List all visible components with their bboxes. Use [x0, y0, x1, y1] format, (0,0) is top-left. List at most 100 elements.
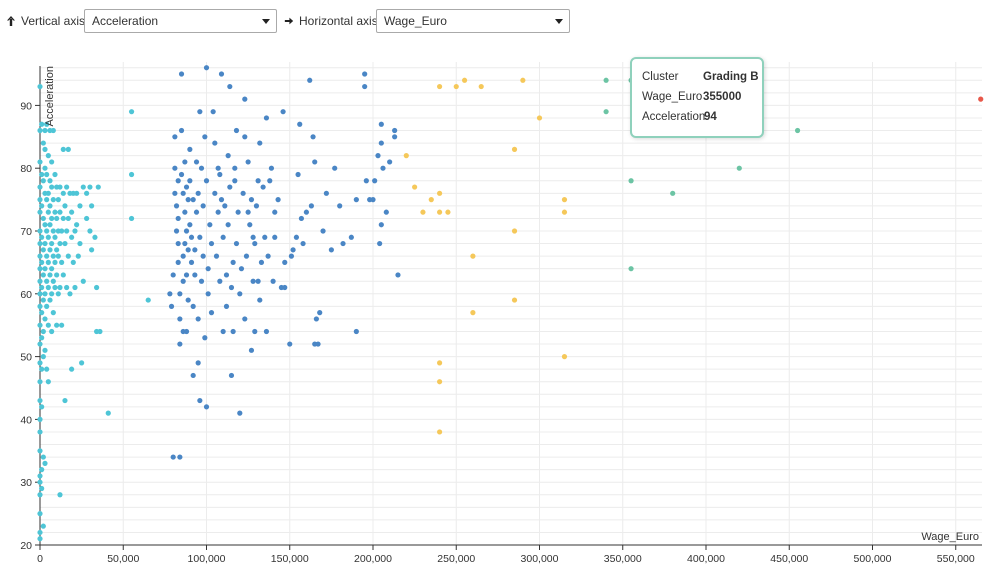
data-point[interactable]: [54, 215, 60, 222]
data-point[interactable]: [180, 278, 186, 284]
data-point[interactable]: [383, 209, 389, 215]
data-point[interactable]: [375, 153, 381, 159]
data-point[interactable]: [89, 247, 95, 253]
data-point[interactable]: [377, 240, 383, 247]
data-point[interactable]: [37, 197, 43, 203]
data-point[interactable]: [49, 291, 55, 297]
data-point[interactable]: [187, 222, 193, 228]
data-point[interactable]: [50, 197, 56, 203]
data-point[interactable]: [218, 71, 225, 77]
data-point[interactable]: [42, 240, 48, 247]
data-point[interactable]: [57, 184, 63, 190]
data-point[interactable]: [437, 83, 443, 90]
data-point[interactable]: [208, 310, 215, 316]
data-point[interactable]: [37, 416, 43, 422]
data-point[interactable]: [520, 77, 526, 83]
data-point[interactable]: [511, 146, 518, 152]
data-point[interactable]: [190, 372, 196, 379]
data-point[interactable]: [49, 184, 55, 190]
data-point[interactable]: [175, 178, 181, 184]
data-point[interactable]: [207, 222, 213, 228]
data-point[interactable]: [87, 184, 93, 190]
data-point[interactable]: [39, 259, 45, 265]
data-point[interactable]: [177, 291, 183, 297]
data-point[interactable]: [208, 240, 215, 247]
data-point[interactable]: [223, 303, 230, 309]
data-point[interactable]: [37, 127, 43, 134]
data-point[interactable]: [253, 203, 260, 209]
data-point[interactable]: [52, 209, 58, 215]
data-point[interactable]: [328, 247, 334, 253]
data-point[interactable]: [212, 190, 218, 196]
data-point[interactable]: [227, 184, 233, 190]
data-point[interactable]: [340, 240, 346, 247]
data-point[interactable]: [378, 140, 384, 146]
data-point[interactable]: [228, 372, 235, 379]
data-point[interactable]: [188, 234, 195, 240]
data-point[interactable]: [128, 171, 135, 178]
data-point[interactable]: [670, 190, 676, 196]
data-point[interactable]: [39, 203, 45, 209]
data-point[interactable]: [177, 341, 183, 347]
data-point[interactable]: [437, 360, 443, 366]
data-point[interactable]: [50, 253, 56, 259]
data-point[interactable]: [263, 115, 270, 121]
data-point[interactable]: [180, 253, 186, 259]
data-point[interactable]: [45, 153, 51, 159]
data-point[interactable]: [312, 159, 318, 165]
data-point[interactable]: [287, 341, 293, 347]
data-point[interactable]: [42, 127, 48, 134]
data-point[interactable]: [403, 153, 409, 159]
data-point[interactable]: [263, 328, 270, 335]
data-point[interactable]: [197, 234, 203, 240]
data-point[interactable]: [252, 328, 258, 335]
data-point[interactable]: [238, 266, 245, 272]
data-point[interactable]: [57, 492, 63, 498]
data-point[interactable]: [89, 203, 95, 209]
data-point[interactable]: [233, 240, 240, 247]
data-point[interactable]: [223, 272, 230, 278]
data-point[interactable]: [49, 159, 55, 165]
data-point[interactable]: [50, 127, 56, 134]
data-point[interactable]: [412, 184, 418, 190]
data-point[interactable]: [198, 165, 205, 171]
data-point[interactable]: [87, 228, 93, 234]
data-point[interactable]: [167, 291, 173, 297]
data-point[interactable]: [170, 272, 176, 278]
data-point[interactable]: [39, 366, 45, 372]
data-point[interactable]: [39, 284, 45, 291]
data-point[interactable]: [197, 109, 203, 115]
data-point[interactable]: [37, 510, 43, 517]
data-point[interactable]: [310, 134, 316, 140]
data-point[interactable]: [437, 209, 443, 215]
data-point[interactable]: [282, 284, 288, 291]
data-point[interactable]: [62, 203, 68, 209]
data-point[interactable]: [736, 165, 742, 171]
data-point[interactable]: [44, 197, 50, 203]
data-point[interactable]: [79, 360, 85, 366]
data-point[interactable]: [37, 291, 43, 297]
data-point[interactable]: [428, 197, 434, 203]
data-point[interactable]: [185, 297, 191, 303]
data-point[interactable]: [536, 115, 543, 121]
data-point[interactable]: [39, 121, 45, 127]
data-point[interactable]: [42, 222, 48, 228]
data-point[interactable]: [298, 215, 305, 222]
data-point[interactable]: [200, 253, 206, 259]
data-point[interactable]: [175, 259, 181, 265]
data-point[interactable]: [193, 209, 200, 215]
data-point[interactable]: [182, 209, 188, 215]
data-point[interactable]: [272, 234, 278, 240]
data-point[interactable]: [44, 278, 50, 284]
data-point[interactable]: [37, 536, 43, 542]
data-point[interactable]: [242, 316, 248, 322]
data-point[interactable]: [39, 404, 45, 410]
data-point[interactable]: [54, 247, 60, 253]
data-point[interactable]: [45, 322, 51, 328]
data-point[interactable]: [57, 284, 63, 291]
data-point[interactable]: [392, 134, 398, 140]
data-point[interactable]: [272, 209, 278, 215]
data-point[interactable]: [380, 165, 386, 171]
data-point[interactable]: [94, 284, 100, 291]
data-point[interactable]: [200, 203, 206, 209]
